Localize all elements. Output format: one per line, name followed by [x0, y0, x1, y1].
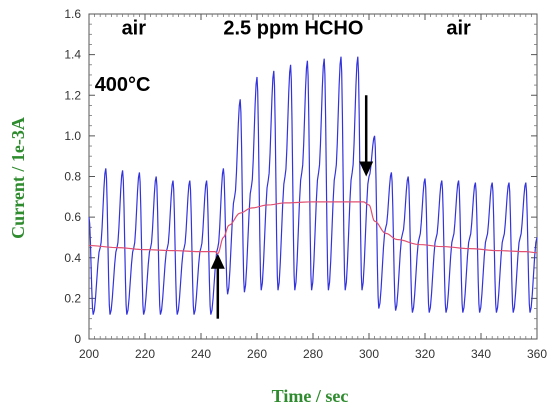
x-tick-label-2: 240: [191, 347, 211, 361]
y-tick-label-1: 0.2: [64, 291, 81, 305]
x-tick-label-0: 200: [79, 347, 99, 361]
y-axis-title: Current / 1e-3A: [8, 117, 28, 239]
y-tick-label-0: 0: [74, 332, 81, 346]
annotation-2: air: [446, 17, 471, 39]
ticks: 200 220 240 260 280 300 320 340 360 0 0.2 0.4 0.6 0.8…: [64, 7, 547, 361]
x-tick-label-1: 220: [135, 347, 155, 361]
arrows: [210, 95, 374, 319]
y-tick-label-7: 1.4: [64, 48, 81, 62]
y-tick-label-4: 0.8: [64, 170, 81, 184]
annotation-3: 400°C: [95, 74, 151, 96]
annotations: air 2.5 ppm HCHO air 400°C: [95, 17, 471, 96]
x-tick-label-6: 320: [415, 347, 435, 361]
x-tick-label-7: 340: [471, 347, 491, 361]
y-tick-label-8: 1.6: [64, 7, 81, 21]
x-axis-title: Time / sec: [272, 386, 349, 406]
y-tick-label-5: 1.0: [64, 129, 81, 143]
x-tick-label-4: 280: [303, 347, 323, 361]
gas-off-arrow-head: [359, 161, 374, 177]
annotation-0: air: [122, 17, 147, 39]
x-tick-label-3: 260: [247, 347, 267, 361]
gas-on-arrow-head: [210, 253, 225, 269]
y-tick-label-6: 1.2: [64, 88, 81, 102]
annotation-1: 2.5 ppm HCHO: [223, 17, 363, 39]
y-tick-label-2: 0.4: [64, 251, 81, 265]
x-tick-label-8: 360: [527, 347, 547, 361]
x-tick-label-5: 300: [359, 347, 379, 361]
series-lines: [88, 56, 538, 315]
series-line-0: [88, 56, 538, 315]
y-tick-label-3: 0.6: [64, 210, 81, 224]
series-line-1: [88, 201, 538, 255]
